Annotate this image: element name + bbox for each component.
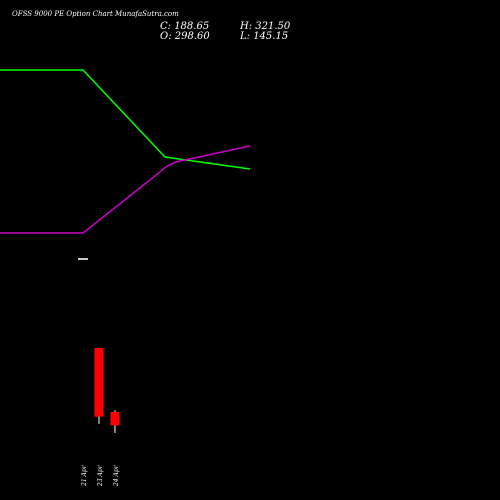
candle-body: [94, 348, 104, 417]
open-value: O: 298.60: [160, 31, 210, 42]
magenta-indicator-line: [0, 145, 251, 234]
x-axis-labels: 21 Apr 23 Apr 24 Apr: [81, 464, 120, 487]
green-indicator-line: [0, 69, 251, 170]
x-tick-label: 24 Apr: [113, 464, 120, 487]
candles-group: [94, 348, 120, 433]
x-tick-label: 21 Apr: [81, 464, 88, 487]
high-value: H: 321.50: [240, 21, 291, 32]
chart-title: OFSS 9000 PE Option Chart MunafaSutra.co…: [12, 10, 179, 18]
x-tick-label: 23 Apr: [97, 464, 104, 487]
small-marker: [78, 258, 88, 260]
low-value: L: 145.15: [240, 31, 289, 42]
close-value: C: 188.65: [160, 21, 210, 32]
candle-body: [110, 412, 120, 426]
